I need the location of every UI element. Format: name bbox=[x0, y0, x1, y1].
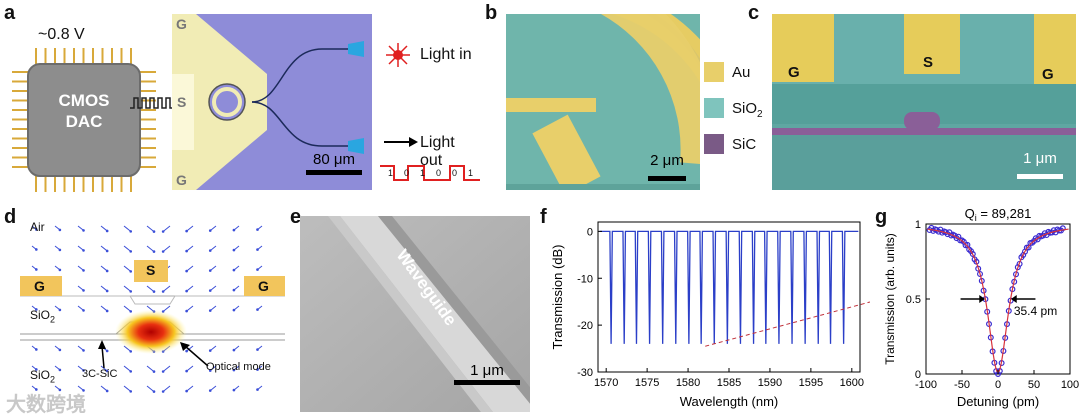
chip-label-line1: CMOS bbox=[58, 91, 110, 110]
fit-curve bbox=[927, 228, 1069, 373]
panel-label-a: a bbox=[4, 2, 16, 24]
micrograph-ring-modulator: G S G 80 μm bbox=[172, 14, 372, 190]
pulse-signal-icon bbox=[130, 97, 175, 109]
scale-bar-label-e: 1 μm bbox=[470, 362, 504, 379]
x-tick-label-5: 1595 bbox=[799, 377, 823, 389]
bit-2: 1 bbox=[420, 168, 426, 178]
c-g-right: G bbox=[1042, 66, 1054, 83]
d-mode-label: Optical mode bbox=[206, 361, 271, 373]
plot-frame-g bbox=[925, 223, 1071, 375]
d-sio2-lower: SiO2 bbox=[30, 368, 56, 385]
x-tick-label-1: 1575 bbox=[635, 377, 659, 389]
data-point bbox=[969, 251, 976, 258]
g-bottom-label: G bbox=[176, 172, 187, 188]
scale-bar-label-c: 1 μm bbox=[1023, 150, 1057, 167]
chart-f-transmission-spectrum: 1570 1575 1580 1585 1590 1595 1600 0 -10 -20 -30 Wa… bbox=[550, 221, 870, 409]
y-tick-label-2: -20 bbox=[577, 320, 593, 332]
arrow-left-icon bbox=[1010, 295, 1017, 303]
x-axis-label-f: Wavelength (nm) bbox=[680, 394, 779, 409]
chip-label-line2: DAC bbox=[65, 112, 103, 131]
d-g-left: G bbox=[34, 278, 45, 294]
voltage-label: ~0.8 V bbox=[38, 26, 85, 43]
c-g-left: G bbox=[788, 64, 800, 81]
x-tick-label-3: 1585 bbox=[717, 377, 741, 389]
callout-line bbox=[705, 301, 870, 347]
bit-3: 0 bbox=[436, 168, 442, 178]
d-s: S bbox=[146, 262, 156, 278]
g-x-tick-label-4: 100 bbox=[1061, 379, 1079, 391]
d-sio2-upper: SiO2 bbox=[30, 308, 56, 325]
g-x-tick-label-0: -100 bbox=[915, 379, 937, 391]
bit-5: 1 bbox=[468, 168, 474, 178]
watermark: 大数跨境 bbox=[6, 394, 86, 416]
sem-image-waveguide: Waveguide 1 μm bbox=[300, 216, 530, 412]
bit-1: 0 bbox=[404, 168, 410, 178]
material-legend: Au SiO2 SiC bbox=[704, 62, 770, 162]
g-x-tick-label-3: 50 bbox=[1028, 379, 1040, 391]
y-tick-label-1: -10 bbox=[577, 273, 593, 285]
data-point bbox=[1059, 225, 1066, 232]
d-sic-label: 3C-SiC bbox=[82, 368, 118, 380]
g-y-tick-label-0: 0 bbox=[915, 369, 921, 381]
panel-label-e: e bbox=[290, 206, 302, 228]
y-tick-label-3: -30 bbox=[577, 367, 593, 379]
legend-label-sio2: SiO2 bbox=[732, 100, 763, 120]
c-s: S bbox=[923, 54, 934, 71]
g-y-tick-label-1: 0.5 bbox=[906, 294, 921, 306]
g-top-label: G bbox=[176, 16, 187, 32]
sem-image-b: 2 μm bbox=[506, 14, 700, 190]
panel-a: ~0.8 V CMOS DAC G S G 80 bbox=[0, 0, 480, 200]
bit-0: 1 bbox=[388, 168, 394, 178]
legend-swatch-sic bbox=[704, 134, 724, 154]
g-x-tick-label-2: 0 bbox=[995, 379, 1001, 391]
x-tick-label-2: 1580 bbox=[676, 377, 700, 389]
chart-g-resonance-fit: 35.4 pm -100 -50 0 50 100 0 0.5 1 Detuning (pm) Tr… bbox=[883, 206, 1079, 409]
light-in-icon bbox=[386, 43, 410, 67]
panel-label-g: g bbox=[875, 206, 888, 228]
bit-4: 0 bbox=[452, 168, 458, 178]
chart-g-title: Qi = 89,281 bbox=[965, 206, 1032, 223]
scale-bar-label-b: 2 μm bbox=[650, 152, 684, 169]
arrow-right-icon bbox=[384, 137, 418, 147]
g-x-tick-label-1: -50 bbox=[954, 379, 970, 391]
panel-label-c: c bbox=[748, 2, 760, 24]
light-in-label: Light in bbox=[420, 46, 472, 63]
panel-label-b: b bbox=[485, 2, 498, 24]
legend-label-au: Au bbox=[732, 64, 751, 81]
g-y-tick-label-2: 1 bbox=[915, 219, 921, 231]
x-axis-label-g: Detuning (pm) bbox=[957, 394, 1039, 409]
sem-cross-section-c: G S G 1 μm bbox=[772, 14, 1076, 190]
scale-bar-label-a: 80 μm bbox=[313, 151, 355, 168]
s-label: S bbox=[177, 94, 187, 110]
d-g-right: G bbox=[258, 278, 269, 294]
y-tick-label-0: 0 bbox=[587, 226, 593, 238]
fwhm-label: 35.4 pm bbox=[1014, 304, 1057, 318]
x-tick-label-4: 1590 bbox=[758, 377, 782, 389]
light-out-label: Light out bbox=[420, 134, 455, 169]
x-tick-label-6: 1600 bbox=[840, 377, 864, 389]
y-axis-label-g: Transmission (arb. units) bbox=[883, 233, 897, 365]
d-air: Air bbox=[30, 220, 45, 234]
spectrum-line bbox=[599, 230, 859, 344]
x-tick-label-0: 1570 bbox=[594, 377, 618, 389]
legend-swatch-sio2 bbox=[704, 98, 724, 118]
data-point bbox=[976, 270, 983, 277]
legend-label-sic: SiC bbox=[732, 136, 757, 153]
panel-label-d: d bbox=[4, 206, 17, 228]
optical-bit-stream bbox=[380, 165, 480, 181]
legend-swatch-au bbox=[704, 62, 724, 82]
panel-label-f: f bbox=[540, 206, 547, 228]
cmos-chip-graphic bbox=[12, 48, 156, 192]
arrow-right-icon bbox=[979, 295, 986, 303]
panel-d-field-simulation: Air G S G SiO2 SiO2 3C-SiC Optical mode bbox=[20, 216, 285, 412]
y-axis-label-f: Transmission (dB) bbox=[550, 245, 565, 350]
